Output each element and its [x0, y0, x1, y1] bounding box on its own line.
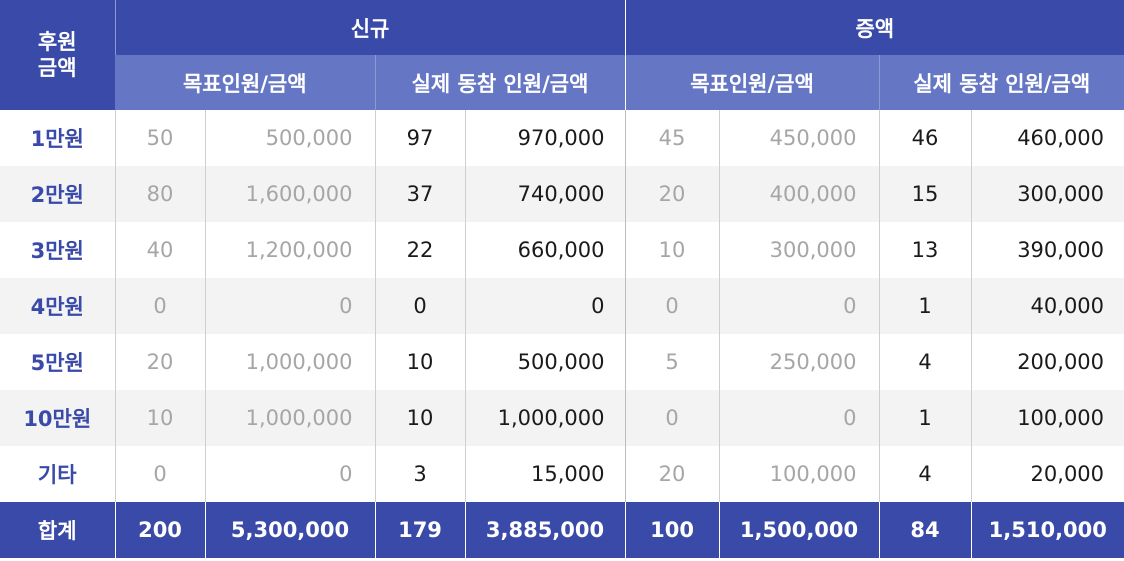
increase-target-count: 10	[624, 222, 720, 278]
subheader-new-actual: 실제 동참 인원/금액	[374, 55, 626, 110]
row-label: 5만원	[0, 334, 115, 390]
new-target-count: 10	[114, 390, 205, 446]
increase-target-count: 0	[624, 278, 720, 334]
new-actual-count: 10	[374, 390, 465, 446]
total-new-target-count: 200	[114, 502, 205, 558]
new-actual-count: 37	[374, 166, 465, 222]
increase-target-amount: 100,000	[718, 446, 880, 502]
table-row: 2만원 80 1,600,000 37 740,000 20 400,000 1…	[0, 166, 1124, 222]
row-label-header: 후원 금액	[0, 0, 115, 110]
increase-actual-amount: 460,000	[970, 110, 1124, 166]
total-row: 합계 200 5,300,000 179 3,885,000 100 1,500…	[0, 502, 1124, 558]
table-row: 10만원 10 1,000,000 10 1,000,000 0 0 1 100…	[0, 390, 1124, 446]
new-target-amount: 0	[204, 446, 375, 502]
new-target-amount: 1,000,000	[204, 334, 375, 390]
increase-target-amount: 0	[718, 390, 880, 446]
increase-actual-count: 15	[878, 166, 972, 222]
row-label-line1: 후원	[37, 30, 77, 54]
new-actual-count: 97	[374, 110, 465, 166]
total-increase-target-amount: 1,500,000	[718, 502, 880, 558]
increase-actual-count: 13	[878, 222, 972, 278]
group-header-increase: 증액	[624, 0, 1124, 55]
row-label: 기타	[0, 446, 115, 502]
new-actual-amount: 970,000	[464, 110, 626, 166]
total-new-actual-amount: 3,885,000	[464, 502, 626, 558]
total-increase-actual-count: 84	[878, 502, 972, 558]
increase-target-amount: 300,000	[718, 222, 880, 278]
new-actual-amount: 0	[464, 278, 626, 334]
increase-actual-amount: 200,000	[970, 334, 1124, 390]
header-row-subgroups: 목표인원/금액 실제 동참 인원/금액 목표인원/금액 실제 동참 인원/금액	[0, 55, 1124, 110]
increase-target-count: 5	[624, 334, 720, 390]
new-target-count: 80	[114, 166, 205, 222]
header-row-groups: 후원 금액 신규 증액	[0, 0, 1124, 110]
row-label: 10만원	[0, 390, 115, 446]
new-target-count: 20	[114, 334, 205, 390]
new-actual-count: 22	[374, 222, 465, 278]
new-actual-count: 10	[374, 334, 465, 390]
increase-target-amount: 450,000	[718, 110, 880, 166]
table-row: 1만원 50 500,000 97 970,000 45 450,000 46 …	[0, 110, 1124, 166]
new-target-count: 0	[114, 278, 205, 334]
table-row: 4만원 0 0 0 0 0 0 1 40,000	[0, 278, 1124, 334]
new-actual-amount: 1,000,000	[464, 390, 626, 446]
subheader-increase-target: 목표인원/금액	[624, 55, 880, 110]
row-label: 1만원	[0, 110, 115, 166]
new-target-count: 50	[114, 110, 205, 166]
increase-actual-count: 1	[878, 390, 972, 446]
new-target-amount: 0	[204, 278, 375, 334]
increase-actual-count: 1	[878, 278, 972, 334]
increase-target-amount: 250,000	[718, 334, 880, 390]
new-actual-amount: 660,000	[464, 222, 626, 278]
increase-actual-count: 4	[878, 446, 972, 502]
increase-actual-amount: 100,000	[970, 390, 1124, 446]
total-increase-actual-amount: 1,510,000	[970, 502, 1124, 558]
row-label: 2만원	[0, 166, 115, 222]
table-row: 3만원 40 1,200,000 22 660,000 10 300,000 1…	[0, 222, 1124, 278]
increase-target-count: 20	[624, 446, 720, 502]
table-row: 5만원 20 1,000,000 10 500,000 5 250,000 4 …	[0, 334, 1124, 390]
increase-target-count: 0	[624, 390, 720, 446]
new-target-amount: 1,200,000	[204, 222, 375, 278]
row-label-line2: 금액	[37, 56, 77, 80]
increase-actual-amount: 20,000	[970, 446, 1124, 502]
new-actual-count: 3	[374, 446, 465, 502]
total-new-target-amount: 5,300,000	[204, 502, 375, 558]
increase-target-amount: 400,000	[718, 166, 880, 222]
row-label: 3만원	[0, 222, 115, 278]
total-new-actual-count: 179	[374, 502, 465, 558]
subheader-new-target: 목표인원/금액	[115, 55, 375, 110]
new-target-amount: 500,000	[204, 110, 375, 166]
increase-actual-amount: 390,000	[970, 222, 1124, 278]
increase-actual-amount: 40,000	[970, 278, 1124, 334]
new-actual-amount: 740,000	[464, 166, 626, 222]
total-increase-target-count: 100	[624, 502, 720, 558]
increase-actual-count: 46	[878, 110, 972, 166]
subheader-increase-actual: 실제 동참 인원/금액	[878, 55, 1124, 110]
new-target-amount: 1,600,000	[204, 166, 375, 222]
increase-actual-amount: 300,000	[970, 166, 1124, 222]
new-target-amount: 1,000,000	[204, 390, 375, 446]
new-actual-amount: 500,000	[464, 334, 626, 390]
row-label: 4만원	[0, 278, 115, 334]
group-header-new: 신규	[114, 0, 626, 55]
increase-target-count: 45	[624, 110, 720, 166]
increase-target-count: 20	[624, 166, 720, 222]
new-actual-amount: 15,000	[464, 446, 626, 502]
new-target-count: 40	[114, 222, 205, 278]
increase-target-amount: 0	[718, 278, 880, 334]
increase-actual-count: 4	[878, 334, 972, 390]
new-target-count: 0	[114, 446, 205, 502]
total-label: 합계	[0, 502, 115, 558]
new-actual-count: 0	[374, 278, 465, 334]
table-row: 기타 0 0 3 15,000 20 100,000 4 20,000	[0, 446, 1124, 502]
